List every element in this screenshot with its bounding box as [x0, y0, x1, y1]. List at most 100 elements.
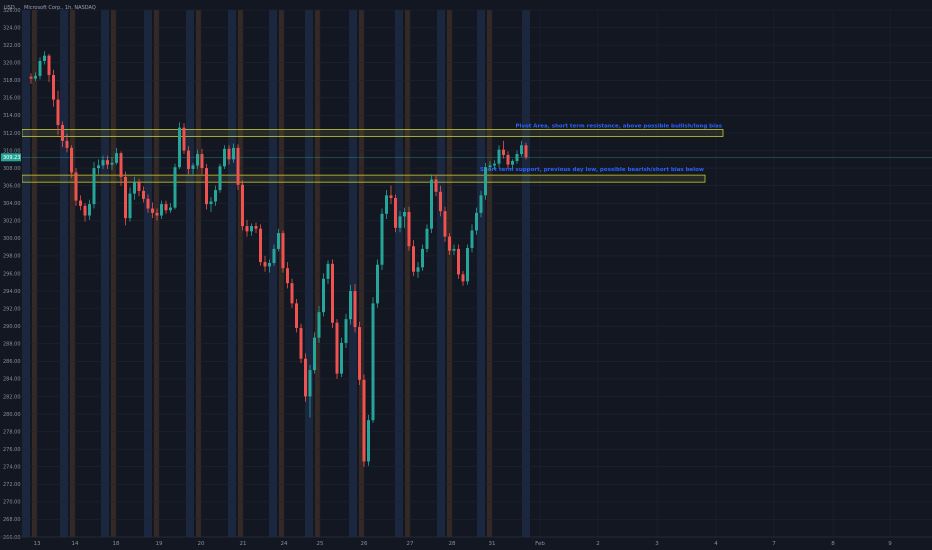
- candle-body: [502, 149, 505, 155]
- candle-body: [259, 228, 262, 263]
- x-tick-label: 7: [772, 541, 776, 547]
- candle-body: [65, 140, 69, 148]
- candle-body: [367, 420, 370, 462]
- candle-body: [295, 303, 298, 328]
- candle-body: [407, 212, 411, 247]
- candle-body: [268, 262, 271, 267]
- x-tick-label: 21: [240, 541, 247, 547]
- candle-body: [457, 248, 460, 275]
- y-tick-label: 266.00: [3, 535, 21, 541]
- candle-body: [133, 182, 136, 194]
- time-axis[interactable]: 13 14 18 19 20 21 24 25 26 27 28 31 Feb 2 3 4 7 8 9: [0, 536, 932, 547]
- candle-body: [155, 212, 159, 216]
- candle-body: [416, 267, 420, 272]
- candle-body: [227, 148, 231, 160]
- y-tick-label: 276.00: [3, 447, 21, 453]
- candle-body: [286, 268, 289, 284]
- candle-body: [421, 248, 424, 268]
- candle-body: [61, 125, 64, 141]
- candle-body: [430, 179, 433, 229]
- y-tick-label: 326.00: [3, 8, 21, 14]
- candle-body: [119, 153, 123, 177]
- candle-body: [88, 204, 91, 216]
- candle-body: [488, 165, 492, 168]
- candle-body: [101, 160, 105, 166]
- candle-body: [214, 190, 217, 202]
- candle-body: [376, 264, 379, 304]
- candle-body: [142, 190, 145, 199]
- candle-body: [245, 226, 249, 232]
- candle-body: [515, 154, 519, 162]
- candle-body: [326, 263, 330, 279]
- candle-body: [70, 147, 73, 173]
- x-tick-label: 2: [596, 541, 600, 547]
- candle-body: [110, 162, 114, 165]
- candle-body: [209, 201, 213, 205]
- candle-body: [308, 370, 312, 397]
- y-tick-label: 304.00: [3, 201, 21, 207]
- x-tick-label: 24: [281, 541, 288, 547]
- x-tick-label: 27: [407, 541, 414, 547]
- candle-body: [34, 75, 37, 79]
- candle-body: [403, 212, 406, 217]
- x-tick-label: 25: [317, 541, 324, 547]
- candle-body: [281, 233, 285, 269]
- grid-lines: [22, 9, 932, 538]
- x-tick-label: 31: [489, 541, 496, 547]
- candle-body: [254, 226, 258, 229]
- candle-body: [479, 195, 483, 213]
- resistance-annotation: Pivot Area, short term resistance, above…: [515, 123, 722, 129]
- candle-body: [322, 278, 325, 313]
- candle-body: [191, 165, 195, 169]
- candle-body: [56, 99, 60, 126]
- resistance-zone: [21, 129, 724, 137]
- candle-body: [452, 248, 456, 251]
- x-tick-label: 9: [888, 541, 892, 547]
- y-tick-label: 318.00: [3, 78, 21, 84]
- last-price-tag: [1, 153, 21, 162]
- y-tick-label: 278.00: [3, 429, 21, 435]
- candle-body: [79, 200, 82, 206]
- x-tick-label: 20: [198, 541, 205, 547]
- x-tick-label: 26: [361, 541, 368, 547]
- candle-body: [317, 312, 321, 338]
- x-tick-label: Feb: [535, 541, 545, 547]
- candle-body: [331, 263, 334, 323]
- y-tick-label: 294.00: [3, 289, 21, 295]
- candle-body: [200, 154, 204, 169]
- y-tick-label: 282.00: [3, 394, 21, 400]
- candle-body: [497, 149, 501, 164]
- candle-body: [299, 327, 303, 359]
- candle-body: [223, 148, 226, 167]
- candle-body: [106, 160, 109, 165]
- candle-body: [29, 76, 33, 79]
- price-axis[interactable]: 326.00 324.00 322.00 320.00 318.00 316.00 314.…: [0, 0, 22, 550]
- candle-body: [232, 147, 235, 160]
- y-tick-label: 286.00: [3, 359, 21, 365]
- candle-body: [389, 195, 393, 198]
- candle-body: [272, 248, 276, 263]
- candle-body: [52, 74, 55, 100]
- candle-body: [470, 230, 474, 249]
- candle-body: [380, 213, 384, 265]
- candle-body: [461, 274, 465, 282]
- candle-body: [412, 246, 415, 272]
- x-tick-label: 4: [714, 541, 718, 547]
- candle-body: [43, 55, 46, 61]
- y-tick-label: 274.00: [3, 465, 21, 471]
- y-tick-label: 302.00: [3, 219, 21, 225]
- y-tick-label: 300.00: [3, 236, 21, 242]
- y-tick-label: 284.00: [3, 377, 21, 383]
- candle-body: [439, 191, 442, 212]
- candle-body: [236, 147, 240, 185]
- last-price-value: 309.23: [3, 155, 21, 161]
- candle-body: [47, 55, 51, 75]
- price-axis-background: [0, 0, 22, 550]
- y-tick-label: 296.00: [3, 271, 21, 277]
- candle-body: [205, 168, 208, 205]
- candlestick-series: [22, 51, 932, 467]
- candle-body: [335, 322, 339, 374]
- candle-body: [74, 172, 78, 201]
- candle-body: [115, 153, 118, 163]
